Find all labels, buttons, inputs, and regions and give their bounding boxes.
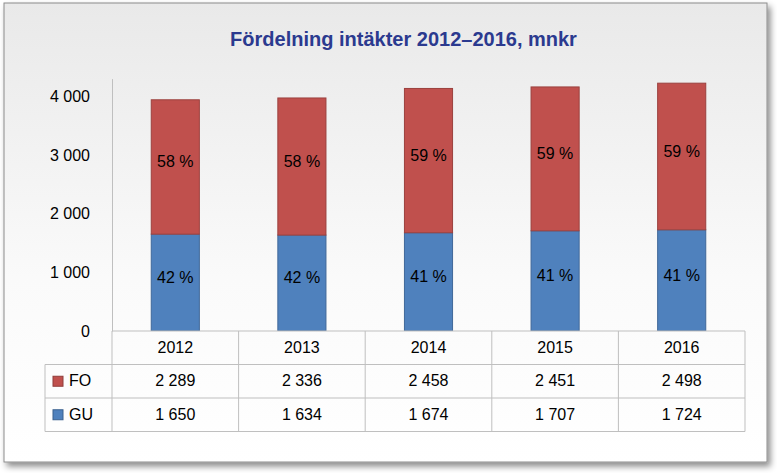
legend-label: GU	[69, 406, 93, 423]
share-label: 42 %	[157, 269, 193, 286]
bar-segment	[404, 233, 452, 331]
bar-segment	[531, 87, 579, 231]
y-tick: 0	[81, 323, 112, 340]
data-table: 2012 2013 2014 2015 2016 FO 2 289 2 336 2 458 2 4…	[45, 331, 745, 432]
legend-label: FO	[69, 372, 91, 389]
table-value: 1 674	[408, 406, 448, 423]
table-value: 2 498	[662, 372, 702, 389]
y-tick: 2 000	[50, 205, 112, 222]
table-line	[45, 398, 745, 399]
legend-marker	[53, 410, 63, 420]
title: Fördelning intäkter 2012–2016, mnkr	[230, 28, 577, 50]
table-line	[112, 331, 113, 432]
table-line	[112, 331, 745, 332]
category-label: 2016	[664, 339, 700, 356]
table-value: 2 458	[408, 372, 448, 389]
y-tick-label: 1 000	[50, 264, 90, 281]
table-line	[745, 331, 746, 432]
table-line	[45, 431, 745, 432]
share-label: 59 %	[537, 145, 573, 162]
y-tick-label: 4 000	[50, 88, 90, 105]
table-line	[618, 331, 619, 432]
bar-segment	[404, 88, 452, 232]
share-labels: 42 % 58 % 42 % 58 % 41 % 59 % 41 % 59 % 41 % 59 %	[157, 143, 700, 287]
share-label: 41 %	[410, 268, 446, 285]
category-label: 2013	[284, 339, 320, 356]
share-label: 58 %	[284, 153, 320, 170]
category-label: 2012	[158, 339, 194, 356]
share-label: 59 %	[663, 143, 699, 160]
y-axis: 0 1 000 2 000 3 000 4 000	[50, 79, 113, 340]
category-label: 2015	[537, 339, 573, 356]
table-line	[491, 331, 492, 432]
table-value: 1 650	[155, 406, 195, 423]
chart-background	[4, 3, 767, 462]
share-label: 58 %	[157, 153, 193, 170]
y-axis-line	[112, 79, 113, 331]
table-line	[365, 331, 366, 432]
bar-segment	[151, 100, 199, 234]
table-line	[45, 364, 745, 365]
y-tick: 4 000	[50, 88, 112, 105]
share-label: 59 %	[410, 147, 446, 164]
bar-segment	[278, 98, 326, 235]
category-label: 2014	[411, 339, 447, 356]
share-label: 41 %	[537, 267, 573, 284]
table-value: 1 634	[282, 406, 322, 423]
share-label: 41 %	[663, 267, 699, 284]
bar-segment	[278, 235, 326, 331]
bar-segment	[658, 83, 706, 230]
bar-segment	[151, 234, 199, 331]
table-value: 1 724	[662, 406, 702, 423]
share-label: 42 %	[284, 269, 320, 286]
y-tick-label: 2 000	[50, 205, 90, 222]
y-tick: 1 000	[50, 264, 112, 281]
table-line	[45, 365, 46, 432]
table-value: 2 451	[535, 372, 575, 389]
bars	[151, 83, 706, 331]
bar-segment	[531, 231, 579, 331]
bar-segment	[658, 230, 706, 331]
y-tick-label: 0	[81, 323, 90, 340]
y-tick: 3 000	[50, 147, 112, 164]
legend-marker	[53, 376, 63, 386]
table-value: 2 336	[282, 372, 322, 389]
chart: Fördelning intäkter 2012–2016, mnkr 0 1 00…	[0, 0, 777, 473]
table-line	[238, 331, 239, 432]
table-value: 1 707	[535, 406, 575, 423]
table-value: 2 289	[155, 372, 195, 389]
y-tick-label: 3 000	[50, 147, 90, 164]
